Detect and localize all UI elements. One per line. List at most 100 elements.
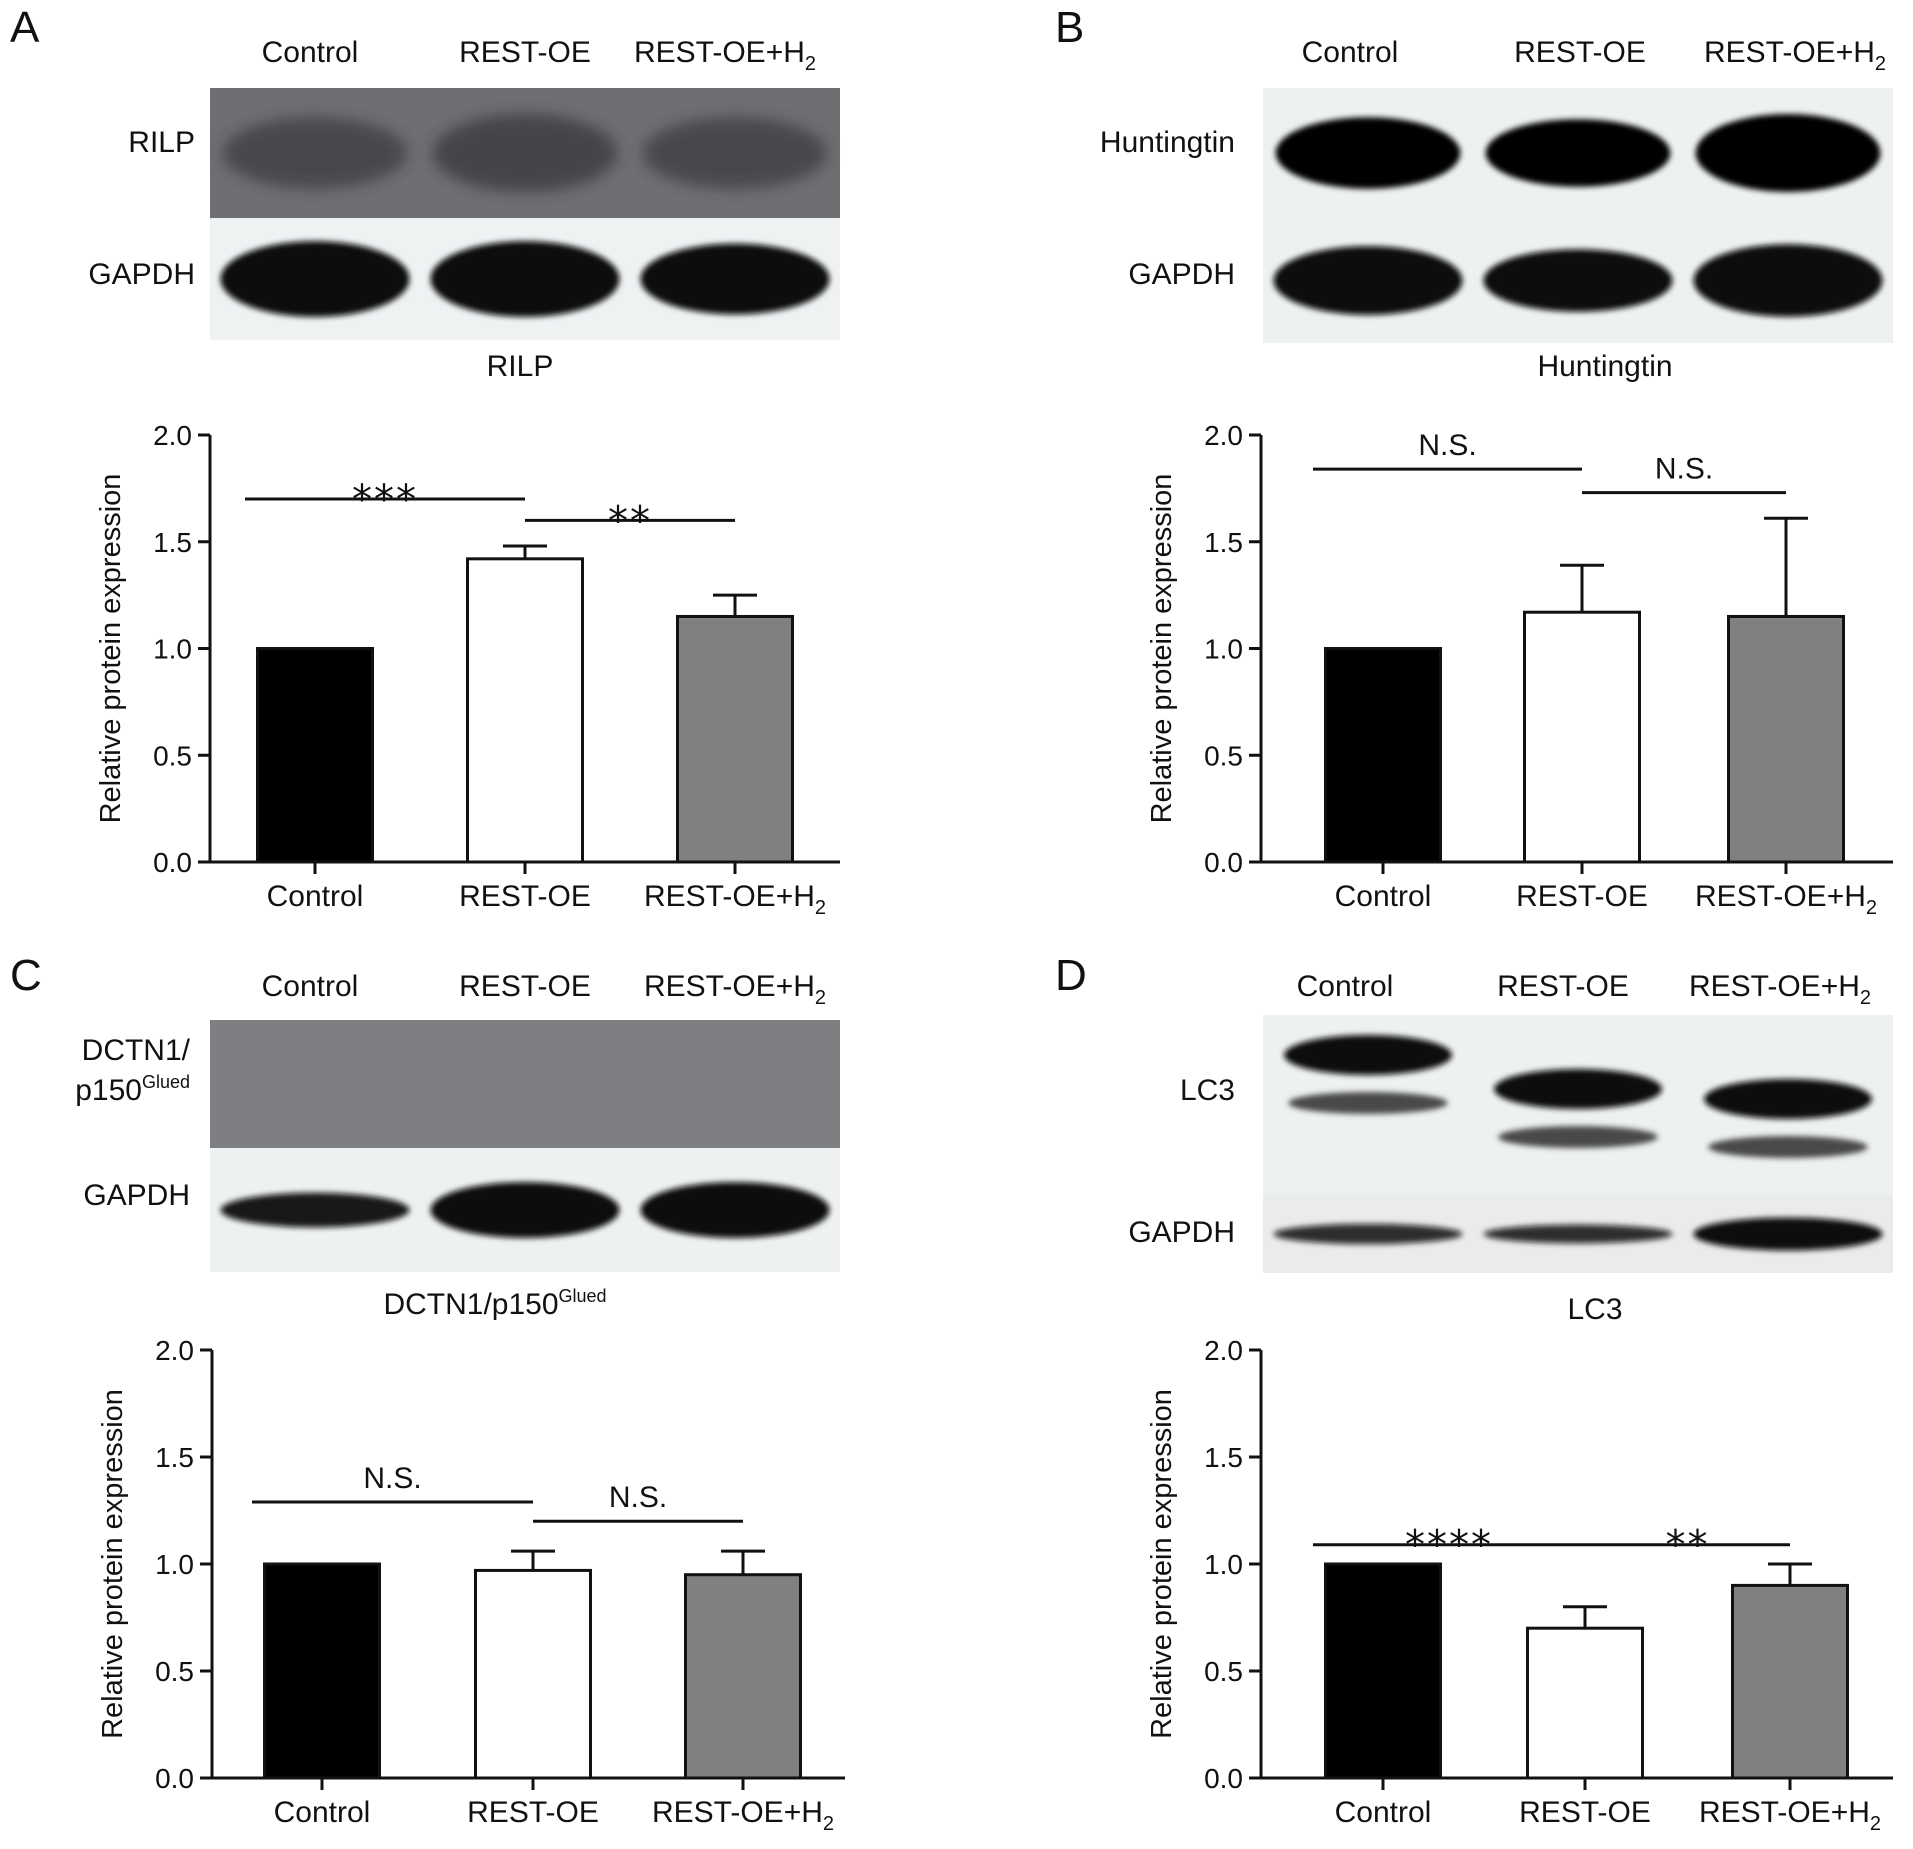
y-tick-label: 2.0 (1204, 1335, 1243, 1366)
blot-lane-labels: Control REST-OE REST-OE+H2 (262, 36, 816, 75)
lane-label-rest-oe: REST-OE (1514, 36, 1646, 69)
lane-label-rest-oe-h2-subscript: 2 (1875, 53, 1886, 75)
row-label-target: LC3 (1180, 1074, 1235, 1107)
blot-band (1483, 1224, 1673, 1244)
bar-chart: 0.0 0.5 1.0 1.5 2.0 Relative protein expressi… (97, 1335, 845, 1835)
blot-band (430, 241, 620, 317)
chart-title-main: Huntingtin (1537, 350, 1672, 383)
x-label-rest-oe-h2: REST-OE+H2 (644, 880, 826, 919)
blot-band (1288, 1092, 1448, 1114)
lane-label-rest-oe-h2-subscript: 2 (805, 53, 816, 75)
blot-row-labels: Huntingtin GAPDH (1100, 126, 1235, 291)
bar-0 (256, 647, 374, 864)
row-label-target: DCTN1/ (82, 1034, 191, 1067)
panel-c: C Control REST-OE REST-OE+H2DCTN1/p150Glued… (10, 951, 845, 1835)
y-axis-label: Relative protein expression (95, 474, 127, 824)
row-label-target: RILP (128, 126, 195, 159)
blot-band (640, 1182, 830, 1238)
lane-label-rest-oe-h2: REST-OE+H2 (1704, 36, 1886, 75)
panel-letter: A (10, 3, 40, 52)
blot-band (1273, 246, 1463, 315)
lane-label-rest-oe-h2-subscript: 2 (815, 987, 826, 1009)
x-category-labels: Control REST-OE REST-OE+H2 (274, 1796, 834, 1835)
x-label-control: Control (274, 1796, 371, 1829)
lane-label-control: Control (262, 36, 359, 69)
x-label-rest-oe-h2-main: REST-OE+H (644, 880, 815, 913)
y-tick-label: 0.0 (155, 1763, 194, 1794)
chart-title: RILP (487, 350, 554, 383)
blot-band (1275, 117, 1461, 189)
significance-label-1: N.S. (1655, 453, 1713, 486)
y-tick-label: 0.5 (1204, 1656, 1243, 1687)
y-tick-label: 2.0 (1204, 420, 1243, 451)
blot-lane-labels: Control REST-OE REST-OE+H2 (1302, 36, 1886, 75)
y-tick-label: 1.5 (1204, 1442, 1243, 1473)
x-category-labels: Control REST-OE REST-OE+H2 (267, 880, 826, 919)
x-label-control: Control (267, 880, 364, 913)
y-tick-label: 2.0 (153, 420, 192, 451)
bar-0 (1324, 1562, 1442, 1780)
significance-label-1: ** (608, 498, 652, 544)
blot-band (220, 241, 410, 317)
blot-row-labels: DCTN1/p150Glued GAPDH (75, 1034, 190, 1212)
x-label-rest-oe-h2: REST-OE+H2 (1695, 880, 1877, 919)
bar-2 (1731, 1583, 1849, 1780)
western-blot-image (1263, 88, 1893, 343)
x-label-rest-oe-h2-subscript: 2 (815, 897, 826, 919)
y-tick-label: 2.0 (155, 1335, 194, 1366)
row-label-target: Huntingtin (1100, 126, 1235, 159)
blot-band (1494, 1069, 1662, 1109)
bar-2 (1727, 614, 1845, 864)
significance-label-0: N.S. (363, 1462, 421, 1495)
blot-band (222, 117, 408, 189)
significance-label-1: ** (1666, 1523, 1710, 1569)
lane-label-rest-oe-h2-subscript: 2 (1860, 987, 1871, 1009)
row-label-gapdh: GAPDH (1128, 1216, 1235, 1249)
chart-title-main: DCTN1/p150 (383, 1288, 558, 1321)
blot-band (640, 243, 830, 315)
row-label-gapdh: GAPDH (1128, 258, 1235, 291)
blot-band (432, 114, 618, 192)
x-label-rest-oe-h2-subscript: 2 (823, 1813, 834, 1835)
bar-2 (676, 614, 794, 864)
bar-chart: 0.0 0.5 1.0 1.5 2.0 Relative protein expressi… (95, 420, 840, 919)
panel-letter: D (1055, 951, 1087, 1000)
panel-letter: B (1055, 3, 1084, 52)
blot-band (642, 117, 828, 189)
y-axis-label: Relative protein expression (1146, 474, 1178, 824)
x-label-rest-oe: REST-OE (467, 1796, 599, 1829)
lane-label-rest-oe: REST-OE (1497, 970, 1629, 1003)
y-axis-label: Relative protein expression (1146, 1389, 1178, 1739)
blot-lane-labels: Control REST-OE REST-OE+H2 (262, 970, 826, 1009)
x-label-rest-oe-h2-main: REST-OE+H (652, 1796, 823, 1829)
lane-label-rest-oe-h2-main: REST-OE+H (1689, 970, 1860, 1003)
x-label-rest-oe: REST-OE (1519, 1796, 1651, 1829)
x-label-control: Control (1335, 880, 1432, 913)
blot-band (1485, 119, 1671, 187)
x-label-rest-oe: REST-OE (459, 880, 591, 913)
blot-band (1708, 1136, 1868, 1158)
row-label-gapdh: GAPDH (83, 1179, 190, 1212)
x-category-labels: Control REST-OE REST-OE+H2 (1335, 880, 1877, 919)
y-tick-label: 1.0 (153, 634, 192, 665)
y-axis-label: Relative protein expression (97, 1389, 129, 1739)
y-tick-label: 0.5 (155, 1656, 194, 1687)
blot-band (1695, 114, 1881, 192)
y-tick-label: 1.5 (155, 1442, 194, 1473)
row-label-target-line2-main: p150 (75, 1074, 142, 1107)
y-tick-label: 0.0 (1204, 1763, 1243, 1794)
panel-d: D Control REST-OE REST-OE+H2LC3GAPDHLC30.00… (1055, 951, 1893, 1835)
bar-0 (263, 1562, 381, 1780)
significance-label-0: **** (1405, 1523, 1493, 1569)
western-blot-image (210, 88, 840, 340)
blot-band (1483, 249, 1673, 312)
significance-label-0: N.S. (1418, 429, 1476, 462)
significance-label-0: *** (352, 477, 418, 523)
blot-band (220, 1192, 410, 1228)
y-tick-label: 0.5 (153, 740, 192, 771)
lane-label-rest-oe-h2: REST-OE+H2 (634, 36, 816, 75)
y-tick-label: 0.0 (153, 847, 192, 878)
x-label-control: Control (1335, 1796, 1432, 1829)
y-tick-label: 1.5 (1204, 527, 1243, 558)
